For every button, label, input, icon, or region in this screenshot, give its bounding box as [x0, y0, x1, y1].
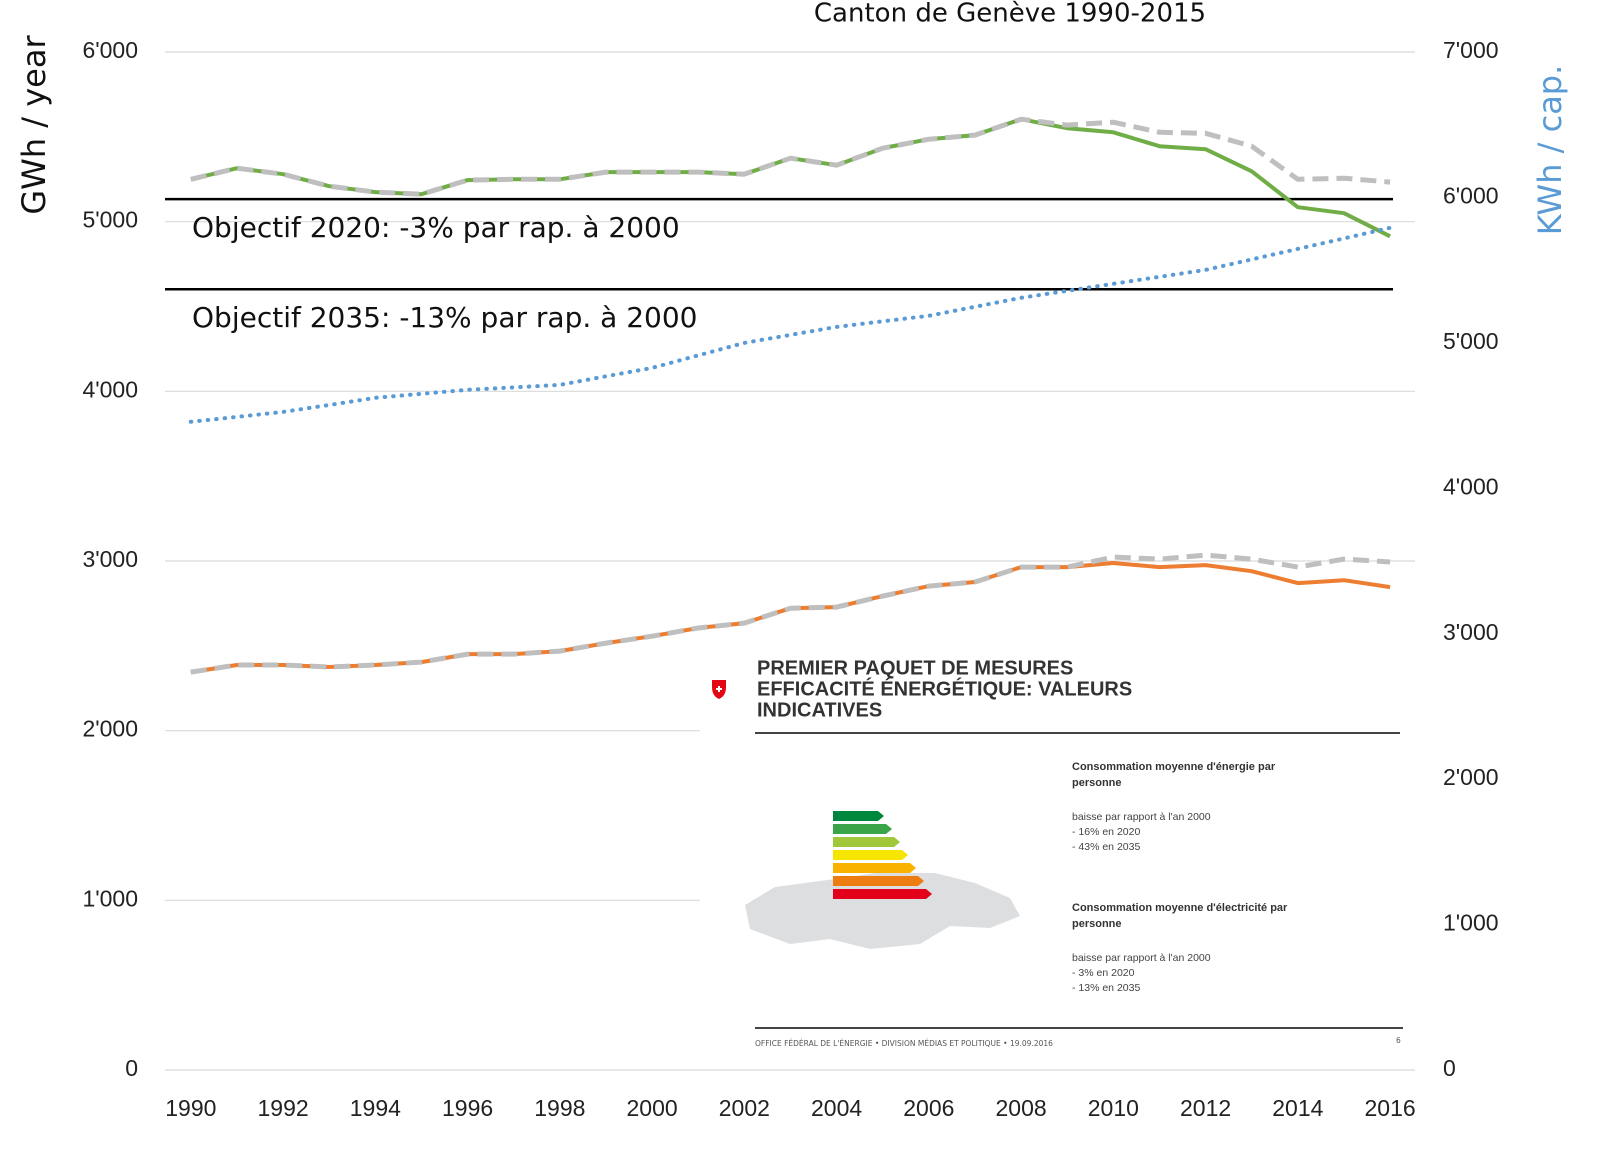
x-tick-label: 2014: [1272, 1095, 1323, 1121]
inset-slide: OFFICE FÉDÉRAL DE L'ÉNERGIE • DIVISION M…: [700, 645, 1415, 1057]
swiss-cross: [716, 686, 722, 692]
y2-tick-label: 6'000: [1443, 183, 1499, 209]
inset-block-title: personne: [1072, 918, 1122, 930]
inset-block-line: baisse par rapport à l'an 2000: [1072, 952, 1211, 964]
label-bar: [833, 863, 916, 873]
inset-block-title: Consommation moyenne d'énergie par: [1072, 761, 1276, 773]
y-tick-label: 2'000: [82, 716, 138, 742]
x-tick-label: 2000: [626, 1095, 677, 1121]
energy-label: [833, 811, 932, 899]
x-tick-label: 1996: [442, 1095, 493, 1121]
label-bar: [833, 850, 908, 860]
map-switzerland: [745, 873, 1020, 949]
x-tick-label: 2008: [996, 1095, 1047, 1121]
x-tick-label: 2010: [1088, 1095, 1139, 1121]
inset-footer: OFFICE FÉDÉRAL DE L'ÉNERGIE • DIVISION M…: [755, 1039, 1053, 1048]
inset-heading: INDICATIVES: [757, 699, 882, 721]
label-bar: [833, 876, 924, 886]
x-tick-label: 1998: [534, 1095, 585, 1121]
y2-tick-label: 5'000: [1443, 328, 1499, 354]
x-tick-label: 2002: [719, 1095, 770, 1121]
x-tick-label: 2006: [903, 1095, 954, 1121]
y-tick-label: 4'000: [82, 376, 138, 402]
reference-label: Objectif 2020: -3% par rap. à 2000: [192, 211, 680, 244]
y2-tick-label: 1'000: [1443, 910, 1499, 936]
x-tick-label: 1990: [165, 1095, 216, 1121]
x-tick-label: 2012: [1180, 1095, 1231, 1121]
inset-block-line: - 13% en 2035: [1072, 982, 1140, 994]
y-tick-label: 1'000: [82, 885, 138, 911]
inset-background: [700, 645, 1415, 1057]
label-bar: [833, 811, 884, 821]
inset-block-line: - 16% en 2020: [1072, 826, 1140, 838]
y-tick-label: 0: [125, 1055, 138, 1081]
y-tick-label: 5'000: [82, 207, 138, 233]
y2-axis-label: KWh / cap.: [1531, 65, 1569, 236]
x-tick-label: 2016: [1365, 1095, 1416, 1121]
y-tick-label: 6'000: [82, 37, 138, 63]
y2-tick-label: 7'000: [1443, 37, 1499, 63]
inset-block-line: - 3% en 2020: [1072, 967, 1135, 979]
x-tick-label: 1994: [350, 1095, 401, 1121]
reference-label: Objectif 2035: -13% par rap. à 2000: [192, 301, 697, 334]
y-axis-label: GWh / year: [15, 35, 53, 215]
inset-page: 6: [1396, 1036, 1401, 1045]
inset-heading: PREMIER PAQUET DE MESURES: [757, 657, 1073, 679]
series-line: [190, 552, 1391, 675]
inset-block-title: personne: [1072, 777, 1122, 789]
label-bar: [833, 837, 900, 847]
inset-block-line: - 43% en 2035: [1072, 841, 1140, 853]
x-tick-label: 1992: [257, 1095, 308, 1121]
y-tick-label: 3'000: [82, 546, 138, 572]
y2-tick-label: 2'000: [1443, 764, 1499, 790]
inset-block-title: Consommation moyenne d'électricité par: [1072, 902, 1288, 914]
y2-tick-label: 4'000: [1443, 473, 1499, 499]
series-line: [190, 116, 1391, 197]
chart-title: Canton de Genève 1990-2015: [814, 0, 1206, 29]
y2-tick-label: 0: [1443, 1055, 1456, 1081]
label-bar: [833, 824, 892, 834]
label-bar: [833, 889, 932, 899]
series-line: [188, 225, 1393, 424]
x-tick-label: 2004: [811, 1095, 862, 1121]
inset-heading: EFFICACITÉ ÉNERGÉTIQUE: VALEURS: [757, 677, 1132, 700]
inset-block-line: baisse par rapport à l'an 2000: [1072, 811, 1211, 823]
y2-tick-label: 3'000: [1443, 619, 1499, 645]
